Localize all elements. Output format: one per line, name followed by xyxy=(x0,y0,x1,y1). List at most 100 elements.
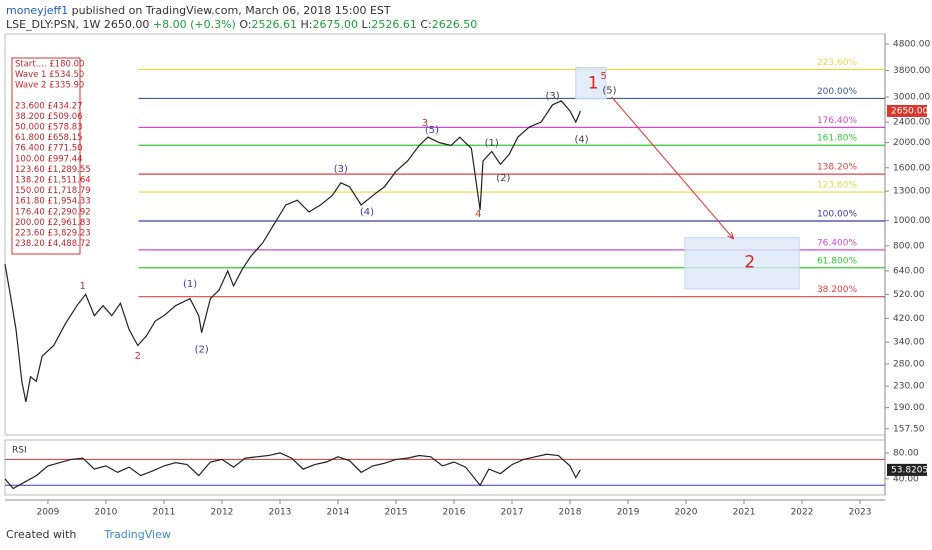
target-box xyxy=(684,237,800,290)
info-line: 200.00 £2,961.83 xyxy=(15,218,91,228)
y-tick-label: 280.00 xyxy=(893,359,925,369)
x-tick-label: 2012 xyxy=(211,508,234,518)
field-key: O: xyxy=(239,18,252,31)
fib-label: 176.40% xyxy=(817,116,857,126)
fib-label: 123.60% xyxy=(817,181,857,191)
rsi-frame xyxy=(4,439,886,496)
arrow xyxy=(611,96,734,240)
field-value: 2526.61 xyxy=(251,18,298,31)
fib-label: 61.800% xyxy=(817,256,857,266)
x-tick-label: 2013 xyxy=(269,508,292,518)
price-line xyxy=(4,100,582,402)
fib-label: 38.200% xyxy=(817,285,857,295)
x-tick-label: 2017 xyxy=(501,508,524,518)
field-value: 2626.50 xyxy=(431,18,478,31)
wave-label: 2 xyxy=(135,351,141,362)
x-tick-label: 2022 xyxy=(791,508,814,518)
wave-label: 5 xyxy=(600,71,606,82)
fib-label: 161.80% xyxy=(817,134,857,144)
plot-frame xyxy=(4,33,886,436)
last-price-label: 2650.00 xyxy=(891,106,928,116)
rsi-tick-label: 80.00 xyxy=(893,448,919,458)
y-tick-label: 340.00 xyxy=(893,338,925,348)
wave-label: 1 xyxy=(80,281,86,292)
y-tick-label: 420.00 xyxy=(893,314,925,324)
field-value: 2675.00 xyxy=(312,18,359,31)
y-tick-label: 2400.00 xyxy=(893,118,930,128)
rsi-last-label: 53.8205 xyxy=(891,465,928,475)
published: published on TradingView.com, March 06, … xyxy=(71,4,391,17)
info-line: Wave 2 £335.90 xyxy=(15,81,84,91)
info-line: 150.00 £1,718.79 xyxy=(15,186,91,196)
publish-line: moneyjeff1 published on TradingView.com,… xyxy=(6,4,477,18)
fib-label: 223.60% xyxy=(817,58,857,68)
wave-label: (5) xyxy=(602,85,616,96)
wave-label: (4) xyxy=(575,134,589,145)
field-value: 2526.61 xyxy=(371,18,417,31)
target-label: 1 xyxy=(588,74,599,94)
y-tick-label: 640.00 xyxy=(893,266,925,276)
wave-label: (3) xyxy=(334,164,348,175)
x-tick-label: 2011 xyxy=(152,508,175,518)
y-tick-label: 3000.00 xyxy=(893,92,930,102)
price-line xyxy=(4,452,581,490)
info-line: 61.800 £658.15 xyxy=(15,133,83,143)
wave-label: (5) xyxy=(425,125,439,136)
rsi-title: RSI xyxy=(12,446,27,456)
info-line: 238.20 £4,488.72 xyxy=(15,239,91,249)
info-line: 76.400 £771.50 xyxy=(15,144,83,154)
info-line: 50.000 £578.83 xyxy=(15,123,83,133)
y-tick-label: 4800.00 xyxy=(893,40,930,50)
close: 2650.00 xyxy=(103,18,150,31)
symbol: LSE_DLY:PSN, 1W xyxy=(6,18,101,31)
fib-label: 100.00% xyxy=(817,209,857,219)
wave-label: 4 xyxy=(475,209,481,220)
wave-label: (1) xyxy=(183,279,197,290)
info-line: Wave 1 £534.50 xyxy=(15,70,84,80)
y-tick-label: 520.00 xyxy=(893,290,925,300)
quote-line: LSE_DLY:PSN, 1W 2650.00 +8.00 (+0.3%) O:… xyxy=(6,18,477,32)
target-label: 2 xyxy=(744,252,755,272)
info-line: 138.20 £1,511.64 xyxy=(15,176,91,186)
x-tick-label: 2016 xyxy=(443,508,466,518)
field-key: H: xyxy=(300,18,313,31)
x-tick-label: 2018 xyxy=(559,508,582,518)
y-tick-label: 800.00 xyxy=(893,241,925,251)
info-line: 123.60 £1,289.55 xyxy=(15,165,91,175)
info-line: 23.600 £434.27 xyxy=(15,101,83,111)
field-key: L: xyxy=(361,18,372,31)
x-tick-label: 2014 xyxy=(327,508,350,518)
header: moneyjeff1 published on TradingView.com,… xyxy=(6,4,477,32)
x-tick-label: 2015 xyxy=(385,508,408,518)
info-line: 161.80 £1,954.33 xyxy=(15,197,91,207)
info-line: 223.60 £3,829.23 xyxy=(15,229,91,239)
wave-label: (2) xyxy=(496,173,510,184)
info-line: 100.00 £997.44 xyxy=(15,154,83,164)
author[interactable]: moneyjeff1 xyxy=(6,4,69,17)
x-tick-label: 2021 xyxy=(733,508,756,518)
rsi-last-tag xyxy=(887,463,927,476)
fib-label: 200.00% xyxy=(817,87,857,97)
footer: Created with TradingView xyxy=(6,528,171,541)
change: +8.00 (+0.3%) xyxy=(152,18,236,31)
y-tick-label: 1600.00 xyxy=(893,163,930,173)
footer-text: Created with xyxy=(6,528,77,541)
info-box xyxy=(11,57,81,255)
y-tick-label: 1000.00 xyxy=(893,216,930,226)
arrow-head xyxy=(727,232,735,240)
wave-label: (3) xyxy=(546,91,560,102)
x-tick-label: 2010 xyxy=(94,508,117,518)
rsi-tick-label: 40.00 xyxy=(893,474,919,484)
last-price-tag xyxy=(887,104,927,117)
x-tick-label: 2019 xyxy=(617,508,640,518)
target-box xyxy=(575,66,607,100)
y-tick-label: 2000.00 xyxy=(893,138,930,148)
y-tick-label: 1300.00 xyxy=(893,187,930,197)
wave-label: (2) xyxy=(195,345,209,356)
brand[interactable]: TradingView xyxy=(104,528,171,541)
y-tick-label: 190.00 xyxy=(893,403,925,413)
info-line: Start.... £180.00 xyxy=(15,60,84,70)
fib-label: 76.400% xyxy=(817,238,857,248)
wave-label: (4) xyxy=(360,207,374,218)
